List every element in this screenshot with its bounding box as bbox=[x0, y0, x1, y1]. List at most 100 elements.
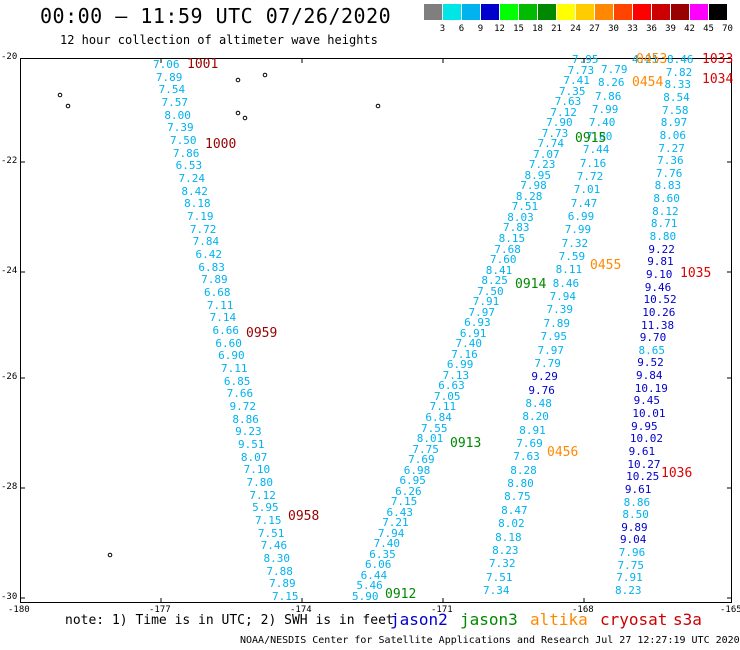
scale-swatch bbox=[594, 4, 613, 20]
swh-value-jason3: 7.89 bbox=[543, 316, 571, 330]
swh-value-jason3: 7.35 bbox=[559, 84, 586, 98]
scale-label: 36 bbox=[646, 24, 657, 34]
swh-value-jason3: 6.95 bbox=[399, 474, 426, 488]
island-outline bbox=[107, 552, 113, 558]
scale-swatch bbox=[499, 4, 518, 20]
scale-label: 21 bbox=[551, 24, 562, 34]
swh-value-s3a: 8.46 bbox=[667, 53, 694, 66]
swh-value-jason3: 6.06 bbox=[364, 558, 392, 572]
pass-time-label: 0959 bbox=[246, 326, 278, 341]
swh-value-s3a: 8.33 bbox=[664, 78, 692, 92]
lat-label: -24 bbox=[1, 266, 18, 276]
swh-value-jason3: 8.26 bbox=[597, 76, 625, 90]
swh-value-jason3: 6.63 bbox=[438, 379, 465, 393]
swh-value-jason3: 7.79 bbox=[534, 356, 561, 370]
swh-value-s3a: 9.61 bbox=[624, 482, 652, 496]
scale-swatch bbox=[423, 4, 442, 20]
swh-value-jason3: 7.99 bbox=[591, 103, 619, 117]
swh-value-s3a: 7.36 bbox=[657, 154, 684, 168]
swh-value-jason3: 7.05 bbox=[433, 389, 461, 403]
swh-value-s3a: 10.01 bbox=[632, 407, 666, 420]
swh-value-cryosat: 7.89 bbox=[155, 70, 183, 84]
swh-value-jason3: 8.23 bbox=[492, 543, 519, 557]
swh-value-cryosat: 8.42 bbox=[181, 184, 208, 198]
swh-value-jason3: 7.16 bbox=[579, 156, 607, 170]
swh-value-jason3: 7.75 bbox=[412, 442, 439, 456]
swh-value-jason3: 7.12 bbox=[550, 105, 577, 119]
scale-swatch bbox=[613, 4, 632, 20]
pass-time-label: 0453 bbox=[636, 52, 668, 67]
swh-value-s3a: 9.84 bbox=[636, 369, 663, 383]
swh-value-jason3: 7.51 bbox=[511, 200, 539, 214]
pass-time-label: 0915 bbox=[575, 131, 607, 146]
lat-label: -20 bbox=[1, 52, 18, 62]
scale-label: 24 bbox=[570, 24, 581, 34]
scale-label: 15 bbox=[513, 24, 524, 34]
swh-value-s3a: 8.23 bbox=[615, 584, 642, 597]
swh-value-s3a: 7.76 bbox=[655, 166, 683, 180]
swh-value-s3a: 9.89 bbox=[621, 520, 648, 534]
swh-value-s3a: 9.04 bbox=[619, 533, 647, 547]
swh-value-cryosat: 7.11 bbox=[206, 298, 234, 312]
swh-value-s3a: 8.83 bbox=[654, 179, 682, 193]
swh-value-jason3: 7.74 bbox=[537, 137, 564, 151]
swh-value-cryosat: 6.53 bbox=[175, 159, 203, 173]
swh-value-jason3: 7.16 bbox=[451, 347, 478, 361]
swh-value-s3a: 7.58 bbox=[662, 103, 689, 117]
scale-swatch bbox=[632, 4, 651, 20]
scale-swatch bbox=[575, 4, 594, 20]
swh-value-s3a: 7.82 bbox=[665, 65, 693, 79]
swh-value-jason3: 8.80 bbox=[507, 477, 534, 491]
legend-jason3: jason3 bbox=[460, 610, 518, 629]
swh-value-cryosat: 9.72 bbox=[229, 400, 257, 413]
swh-value-jason3: 8.02 bbox=[498, 517, 525, 531]
swh-value-jason3: 7.91 bbox=[472, 295, 500, 309]
swh-value-jason3: 6.98 bbox=[403, 463, 431, 477]
swh-value-s3a: 9.45 bbox=[633, 394, 661, 408]
swh-value-cryosat: 8.07 bbox=[240, 450, 268, 464]
island-outline bbox=[235, 77, 241, 83]
scale-label: 30 bbox=[608, 24, 619, 34]
swh-value-jason3: 7.90 bbox=[546, 116, 573, 130]
lon-label: -165 bbox=[720, 605, 740, 615]
pass-time-label: 0913 bbox=[450, 436, 482, 451]
swh-value-s3a: 9.61 bbox=[628, 444, 656, 458]
pass-time-label: 1000 bbox=[205, 137, 237, 152]
swh-value-jason3: 7.63 bbox=[513, 450, 540, 464]
swh-value-cryosat: 8.86 bbox=[232, 412, 259, 426]
swh-value-cryosat: 9.23 bbox=[235, 425, 262, 439]
swh-value-jason3: 7.40 bbox=[373, 537, 401, 551]
swh-value-cryosat: 7.15 bbox=[255, 514, 282, 527]
swh-value-cryosat: 8.18 bbox=[184, 197, 211, 211]
swh-value-jason3: 7.69 bbox=[516, 437, 543, 451]
pass-time-label: 0454 bbox=[632, 75, 664, 90]
scale-label: 18 bbox=[532, 24, 543, 34]
swh-value-cryosat: 6.42 bbox=[195, 248, 223, 261]
swh-value-jason3: 5.90 bbox=[352, 590, 379, 603]
swh-value-s3a: 9.46 bbox=[644, 280, 672, 294]
swh-value-s3a: 8.50 bbox=[622, 508, 649, 522]
swh-value-s3a: 9.95 bbox=[631, 419, 658, 433]
swh-value-jason3: 7.94 bbox=[549, 290, 577, 304]
swh-value-s3a: 9.10 bbox=[645, 267, 673, 281]
pass-time-label: 0914 bbox=[515, 277, 547, 292]
swh-value-jason3: 8.15 bbox=[498, 232, 526, 245]
scale-label: 45 bbox=[703, 24, 714, 34]
swh-value-jason3: 7.32 bbox=[489, 557, 516, 571]
swh-value-jason3: 8.47 bbox=[501, 503, 528, 517]
swh-value-jason3: 6.99 bbox=[446, 358, 474, 372]
swh-value-jason3: 7.41 bbox=[563, 74, 590, 88]
swh-value-cryosat: 7.39 bbox=[167, 121, 194, 135]
scale-label: 3 bbox=[439, 24, 446, 34]
island-outline bbox=[262, 72, 268, 78]
map-frame bbox=[20, 58, 732, 603]
swh-value-jason3: 7.13 bbox=[442, 368, 470, 382]
swh-value-jason3: 7.97 bbox=[537, 343, 564, 357]
scale-label: 42 bbox=[684, 24, 695, 34]
swh-value-s3a: 10.19 bbox=[634, 381, 668, 395]
swh-value-jason3: 7.98 bbox=[520, 179, 547, 193]
swh-value-jason3: 7.69 bbox=[408, 453, 435, 467]
map-border bbox=[20, 58, 732, 603]
legend-altika: altika bbox=[530, 610, 588, 629]
swh-value-s3a: 8.71 bbox=[650, 217, 678, 231]
